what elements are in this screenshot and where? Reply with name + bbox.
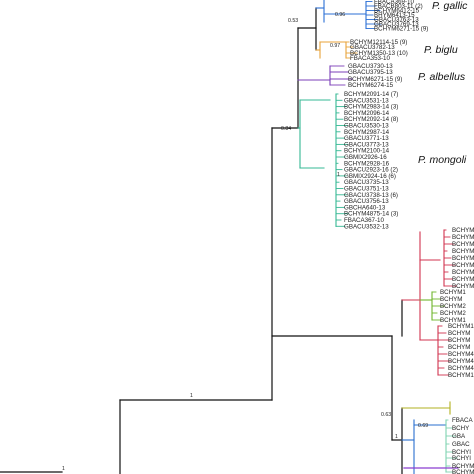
support-values: 0.53 0.96 0.97 0.84 1 1 0.63 1 0.69 1 [62, 12, 428, 472]
tip-label: GBACU3738-13 (6) [344, 192, 398, 199]
tip-label: FBACA353-10 [350, 55, 390, 62]
tip-label: BCHYM2987-14 [344, 129, 390, 136]
support-value: 0.63 [381, 412, 391, 418]
species-label-mongolicus: P. mongoli [418, 154, 467, 166]
tip-label: BCHYM2983-14 (3) [344, 104, 398, 111]
tip-label: GBACU3771-13 [344, 135, 389, 142]
support-value: 0.97 [330, 43, 340, 49]
tip-label: BCHYM4875-14 (3) [344, 211, 398, 218]
tip-label: BCHYM12114-15 (9) [350, 39, 407, 46]
support-value: 0.96 [335, 12, 345, 18]
tip-label: BCHYI [452, 455, 471, 462]
tip-label: BCHYI [452, 449, 471, 456]
tip-label: BCHYM1350-13 (10) [350, 50, 408, 57]
tip-label: BCHYM1 [452, 248, 474, 255]
support-value: 0.84 [281, 126, 291, 132]
tip-label: GBACU3532-13 [344, 223, 389, 230]
species-label-albellus: P. albellus [418, 71, 466, 83]
tip-label: FBACA367-10 [344, 217, 384, 224]
tip-label: BCHYM2096-14 [344, 110, 390, 117]
tip-label: GBMIX2926-16 [344, 154, 387, 161]
tip-label: BCHYM134 [452, 463, 474, 470]
tree-branches [0, 0, 459, 474]
tip-label: BCHYM1 [448, 372, 474, 379]
support-value: 1 [190, 393, 193, 399]
support-value: 0.69 [418, 423, 428, 429]
tip-label: BCHY [452, 425, 469, 432]
tip-label: GBACU3769-13 [374, 21, 419, 28]
tip-label: BCHYM13 [452, 255, 474, 262]
tip-label: BCHYM6274-15 [348, 82, 394, 89]
tip-label: BHYM6413-15 [374, 12, 415, 19]
tip-label: BCHYM131 [452, 262, 474, 269]
tip-label: BCHYM [448, 330, 470, 337]
tip-label: BCHYM1 [452, 469, 474, 474]
tip-label: BCHYM2092-14 (8) [344, 116, 398, 123]
tip-label: BCHYM1 [440, 289, 466, 296]
tip-label: GBCHA640-13 [344, 204, 386, 211]
tip-label: GBACU3795-13 [348, 69, 393, 76]
tip-label: GBACU3763-13 [374, 17, 419, 24]
tip-label: FBACA [452, 417, 474, 424]
tip-label: BCHYM [440, 296, 462, 303]
tip-label: BCHYM2 [440, 310, 466, 317]
tip-label: BCHYM2 [440, 303, 466, 310]
support-value: 1 [395, 434, 398, 440]
species-labels: P. gallic P. biglu P. albellus P. mongol… [418, 0, 468, 166]
tip-label: GBMIX2924-16 (6) [344, 173, 396, 180]
tip-label: BCHYM1 [452, 283, 474, 290]
tip-label: GBACU2923-16 (2) [344, 167, 398, 174]
tip-label: BCHYM4 [448, 351, 474, 358]
tip-label: BCHYM1 [452, 241, 474, 248]
tip-label: BCHYM6412-15 [374, 8, 420, 15]
tip-label: BCHYM6271-15 (9) [348, 76, 402, 83]
tip-label: BCHYM2100-14 [344, 148, 390, 155]
support-value: 0.53 [288, 18, 298, 24]
tip-label: GBACU3773-13 [344, 141, 389, 148]
tip-label: GBAC [452, 441, 470, 448]
tip-label: GBACU3751-13 [344, 186, 389, 193]
tip-label: BCHYM12 [448, 323, 474, 330]
tip-label: GBACU3782-13 [350, 44, 395, 51]
tip-label: GBACU3735-13 [344, 179, 389, 186]
tip-label: BCHYM2928-16 [344, 160, 390, 167]
tip-label: FBACB803-11 (2) [374, 3, 423, 10]
tip-label: FBACA369-10 [374, 0, 414, 6]
tip-label: GBACU3531-13 [344, 97, 389, 104]
tip-label: BCHYM48 [448, 358, 474, 365]
tip-label: GBA [452, 433, 466, 440]
tip-label: BCHYM2091-14 (7) [344, 91, 398, 98]
tip-label: BCHYM1 [452, 276, 474, 283]
tip-label: GBACU3730-13 [348, 63, 393, 70]
support-value: 1 [337, 172, 340, 178]
tip-label: BCHYM [452, 227, 474, 234]
species-label-biglumis: P. biglu [424, 44, 458, 56]
tip-label: BCHYM [452, 234, 474, 241]
tip-label: BCHYM6271-15 (9) [374, 26, 428, 33]
tip-label: BCHYM48 [448, 365, 474, 372]
species-label-gallicus: P. gallic [432, 0, 468, 12]
tip-label: BCHYM [448, 344, 470, 351]
tip-label: GBACU3530-13 [344, 123, 389, 130]
tip-label: BCHYM13 [452, 269, 474, 276]
tip-label: BCHYM1 [440, 317, 466, 324]
tip-label: GBACU3756-13 [344, 198, 389, 205]
support-value: 1 [62, 466, 65, 472]
tip-label: BCHYM [448, 337, 470, 344]
